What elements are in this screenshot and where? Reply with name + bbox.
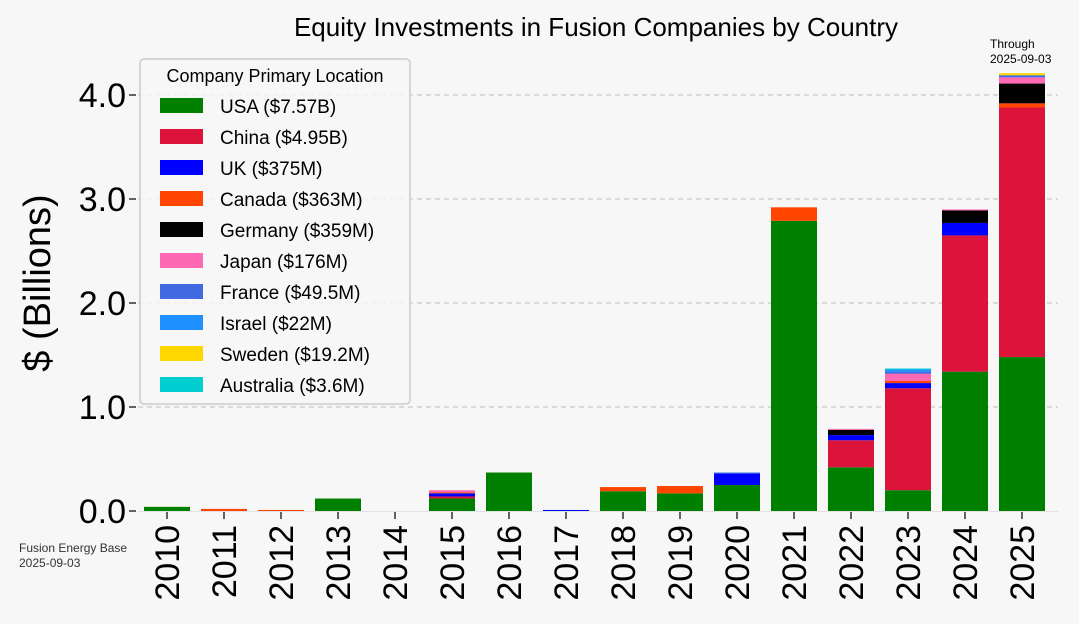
bar-segment xyxy=(429,498,475,511)
bar-segment xyxy=(999,103,1045,108)
bar-segment xyxy=(885,388,931,491)
legend-swatch xyxy=(160,315,203,330)
x-tick-label: 2023 xyxy=(890,525,928,601)
legend-title: Company Primary Location xyxy=(166,66,383,86)
legend-swatch xyxy=(160,346,203,361)
x-tick-label: 2010 xyxy=(149,525,187,601)
bar-segment xyxy=(828,429,874,436)
legend-entry-label: Australia ($3.6M) xyxy=(220,376,365,397)
bar-segment xyxy=(885,383,931,389)
x-tick-label: 2015 xyxy=(434,525,472,601)
x-tick-label: 2024 xyxy=(947,525,985,601)
legend-swatch xyxy=(160,222,203,237)
bar-segment xyxy=(315,498,361,511)
legend-entry-label: USA ($7.57B) xyxy=(220,97,336,118)
bar-segment xyxy=(828,428,874,430)
bar-segment xyxy=(600,487,646,492)
legend-entry-label: China ($4.95B) xyxy=(220,128,348,149)
x-tick-label: 2021 xyxy=(776,525,814,601)
bar-segment xyxy=(429,493,475,497)
legend-entry-label: France ($49.5M) xyxy=(220,283,360,304)
x-tick-label: 2012 xyxy=(263,525,301,601)
x-tick-label: 2014 xyxy=(377,525,415,601)
bar-segment xyxy=(942,222,988,236)
bar-segment xyxy=(999,77,1045,84)
chart-title: Equity Investments in Fusion Companies b… xyxy=(294,12,898,42)
bar-segment xyxy=(999,75,1045,78)
bar-segment xyxy=(600,491,646,511)
x-tick-label: 2019 xyxy=(662,525,700,601)
x-tick-label: 2025 xyxy=(1004,525,1042,601)
bar-segment xyxy=(885,381,931,384)
x-tick-label: 2013 xyxy=(320,525,358,601)
legend-swatch xyxy=(160,377,203,392)
bar-segment xyxy=(771,207,817,221)
bar-segment xyxy=(999,107,1045,358)
y-tick-label: 2.0 xyxy=(79,285,126,323)
source-annotation-line1: Fusion Energy Base xyxy=(19,541,127,555)
bar-segment xyxy=(657,493,703,511)
bar-segment xyxy=(885,373,931,381)
y-tick-label: 4.0 xyxy=(79,77,126,115)
x-tick-label: 2018 xyxy=(605,525,643,601)
bar-segment xyxy=(885,371,931,374)
legend-swatch xyxy=(160,129,203,144)
bar-segment xyxy=(429,490,475,493)
bar-segment xyxy=(429,496,475,499)
bar-segment xyxy=(828,467,874,511)
legend-entry-label: Sweden ($19.2M) xyxy=(220,345,370,366)
bar-segment xyxy=(201,508,247,511)
legend-swatch xyxy=(160,253,203,268)
legend-swatch xyxy=(160,191,203,206)
through-annotation-line2: 2025-09-03 xyxy=(990,52,1052,66)
legend-items: USA ($7.57B) China ($4.95B) UK ($375M) Cana… xyxy=(160,97,374,397)
legend-swatch xyxy=(160,160,203,175)
bar-segment xyxy=(942,371,988,511)
x-tick-label: 2016 xyxy=(491,525,529,601)
bars xyxy=(144,73,1045,511)
bar-segment xyxy=(771,220,817,511)
y-tick-label: 0.0 xyxy=(79,493,126,531)
legend: Company Primary Location USA ($7.57B) Chi… xyxy=(139,58,411,405)
y-axis-label: $ (Billions) xyxy=(17,194,59,371)
bar-segment xyxy=(942,209,988,211)
y-tick-label: 1.0 xyxy=(79,389,126,427)
bar-segment xyxy=(714,485,760,511)
bar-segment xyxy=(999,357,1045,511)
bar-segment xyxy=(885,369,931,372)
legend-entry-label: Canada ($363M) xyxy=(220,190,363,211)
bar-segment xyxy=(258,509,304,511)
axes: 0.0 1.0 2.0 3.0 4.0 2010 2011 2012 2013 2014 2015 2… xyxy=(79,77,1058,601)
bar-segment xyxy=(714,472,760,474)
bar-segment xyxy=(486,472,532,511)
legend-entry-label: Germany ($359M) xyxy=(220,221,374,242)
bar-segment xyxy=(942,210,988,223)
x-tick-label: 2020 xyxy=(719,525,757,601)
bar-segment xyxy=(999,83,1045,104)
bar-segment xyxy=(144,506,190,511)
bar-segment xyxy=(714,473,760,485)
legend-entry-label: UK ($375M) xyxy=(220,159,322,180)
legend-swatch xyxy=(160,98,203,113)
bar-segment xyxy=(885,368,931,370)
bar-segment xyxy=(828,440,874,468)
x-tick-label: 2022 xyxy=(833,525,871,601)
bar-segment xyxy=(828,435,874,441)
legend-entry-label: Israel ($22M) xyxy=(220,314,332,335)
bar-segment xyxy=(543,509,589,511)
bar-segment xyxy=(657,486,703,494)
bar-segment xyxy=(885,490,931,511)
legend-frame xyxy=(139,58,411,405)
x-tick-label: 2017 xyxy=(548,525,586,601)
bar-segment xyxy=(999,73,1045,76)
legend-swatch xyxy=(160,284,203,299)
source-annotation-line2: 2025-09-03 xyxy=(19,556,81,570)
bar-segment xyxy=(429,492,475,494)
x-tick-label: 2011 xyxy=(206,525,244,598)
legend-entry-label: Japan ($176M) xyxy=(220,252,348,273)
bar-segment xyxy=(942,235,988,372)
through-annotation-line1: Through xyxy=(990,37,1035,51)
y-tick-label: 3.0 xyxy=(79,181,126,219)
